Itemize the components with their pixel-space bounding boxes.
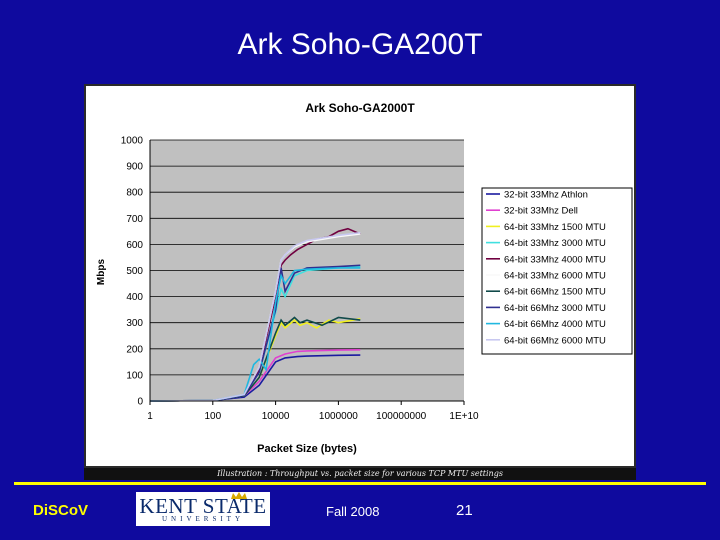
chart-title: Ark Soho-GA2000T [305,101,415,115]
y-tick-label: 700 [126,214,143,225]
footer-rule [14,482,706,485]
legend-entry: 64-bit 33Mhz 4000 MTU [504,254,606,265]
slide-title: Ark Soho-GA200T [237,28,483,61]
kent-state-logo: KENT STATE UNIVERSITY [136,492,270,526]
y-tick-label: 600 [126,240,143,251]
series-layer [149,227,361,402]
legend-entry: 64-bit 66Mhz 1500 MTU [504,287,606,298]
chart-frame: 0 100 200 300 400 500 600 700 800 900 1000 1 100 1000… [84,84,636,468]
y-tick-label: 800 [126,188,143,199]
legend-entry: 64-bit 66Mhz 6000 MTU [504,335,606,346]
footer-date: Fall 2008 [326,504,380,519]
crown-icon [231,492,247,499]
page-number: 21 [456,502,473,519]
x-tick-label: 1000000 [319,411,358,422]
y-tick-label: 300 [126,318,143,329]
series-line-10 [149,231,361,402]
y-tick-label: 900 [126,162,143,173]
legend-entry: 64-bit 66Mhz 3000 MTU [504,303,606,314]
y-tick-label: 1000 [121,136,144,147]
y-axis-label: Mbps [96,259,107,286]
footer-brand: DiSCoV [33,502,89,519]
legend-entry: 64-bit 33Mhz 3000 MTU [504,238,606,249]
y-tick-label: 400 [126,292,143,303]
x-tick-label: 10000 [262,411,290,422]
x-axis-label: Packet Size (bytes) [257,443,357,455]
y-tick-label: 0 [137,397,143,408]
x-tick-label: 1 [147,411,153,422]
legend-entry: 32-bit 33Mhz Athlon [504,190,588,201]
legend-entry: 64-bit 33Mhz 6000 MTU [504,271,606,282]
kent-state-wordmark: KENT STATE [139,494,267,518]
y-tick-label: 100 [126,370,143,381]
figure-caption: Illustration : Throughput vs. packet siz… [84,468,636,480]
x-tick-label: 100 [204,411,221,422]
grid-layer [150,139,464,402]
legend-entry: 32-bit 33Mhz Dell [504,206,578,217]
legend-entry: 64-bit 66Mhz 4000 MTU [504,319,606,330]
y-tick-label: 200 [126,344,143,355]
legend: 32-bit 33Mhz Athlon 32-bit 33Mhz Dell 64-b… [486,190,606,346]
y-tick-label: 500 [126,266,143,277]
legend-entry: 64-bit 33Mhz 1500 MTU [504,222,606,233]
x-tick-label: 1E+10 [449,411,479,422]
x-tick-label: 100000000 [376,411,426,422]
legend-box [481,187,633,355]
kent-state-subtext: UNIVERSITY [162,515,244,523]
